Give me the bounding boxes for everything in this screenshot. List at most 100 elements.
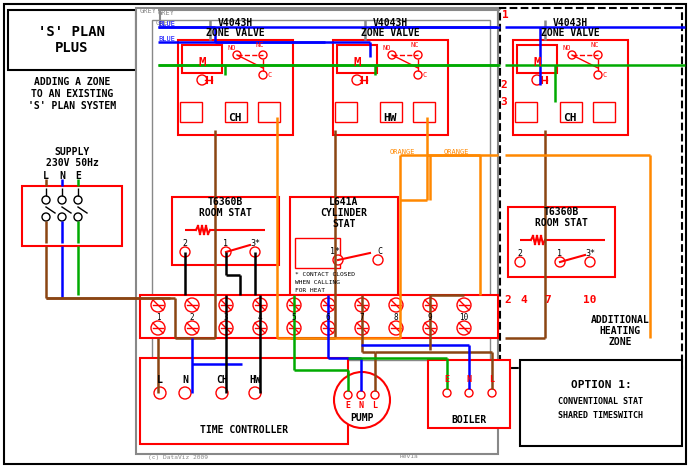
Circle shape <box>371 391 379 399</box>
Text: L: L <box>373 402 377 410</box>
Circle shape <box>259 51 267 59</box>
Text: M: M <box>198 57 206 70</box>
Text: C: C <box>268 72 272 78</box>
Text: PLUS: PLUS <box>55 41 89 55</box>
Circle shape <box>151 321 165 335</box>
Bar <box>290 197 398 295</box>
Bar <box>508 207 615 277</box>
Text: 1: 1 <box>156 313 160 322</box>
Text: 3*: 3* <box>250 239 260 248</box>
Circle shape <box>58 213 66 221</box>
Circle shape <box>216 387 228 399</box>
Text: V4043H: V4043H <box>373 18 408 28</box>
Text: N: N <box>59 171 65 181</box>
Text: BOILER: BOILER <box>451 415 486 425</box>
Circle shape <box>515 257 525 267</box>
Circle shape <box>287 298 301 312</box>
Circle shape <box>58 196 66 204</box>
Text: 2: 2 <box>501 80 507 90</box>
Text: N: N <box>359 402 364 410</box>
Text: WHEN CALLING: WHEN CALLING <box>295 279 340 285</box>
Bar <box>22 186 122 246</box>
Text: PUMP: PUMP <box>351 413 374 423</box>
Circle shape <box>321 321 335 335</box>
Circle shape <box>259 71 267 79</box>
Text: T6360B: T6360B <box>544 207 579 217</box>
Text: 'S' PLAN: 'S' PLAN <box>39 25 106 39</box>
Text: STAT: STAT <box>333 219 356 229</box>
Text: CH: CH <box>563 113 577 123</box>
Bar <box>258 102 280 122</box>
Circle shape <box>333 255 343 265</box>
Bar <box>180 102 202 122</box>
Text: CONVENTIONAL STAT: CONVENTIONAL STAT <box>558 397 644 407</box>
Text: NO: NO <box>228 45 236 51</box>
Text: HW: HW <box>249 375 261 385</box>
Circle shape <box>250 247 260 257</box>
Text: L: L <box>489 375 495 385</box>
Text: 10: 10 <box>583 295 597 305</box>
Bar <box>333 40 448 135</box>
Circle shape <box>219 298 233 312</box>
Circle shape <box>555 257 565 267</box>
Text: V4043H: V4043H <box>553 18 588 28</box>
Text: BLUE: BLUE <box>158 36 175 42</box>
Text: 1: 1 <box>224 239 228 248</box>
Circle shape <box>233 51 241 59</box>
Circle shape <box>352 75 362 85</box>
Text: C: C <box>423 72 427 78</box>
Text: 3: 3 <box>224 313 228 322</box>
Bar <box>337 45 377 73</box>
Circle shape <box>568 51 576 59</box>
Circle shape <box>42 196 50 204</box>
Text: 8: 8 <box>394 313 398 322</box>
Text: CH: CH <box>216 375 228 385</box>
Text: Rev1a: Rev1a <box>400 454 419 460</box>
Text: 3*: 3* <box>585 249 595 257</box>
Text: * CONTACT CLOSED: * CONTACT CLOSED <box>295 271 355 277</box>
Text: N: N <box>182 375 188 385</box>
Circle shape <box>334 372 390 428</box>
Text: 2: 2 <box>518 249 522 257</box>
Text: 5: 5 <box>292 313 296 322</box>
Bar <box>517 45 557 73</box>
Circle shape <box>197 75 207 85</box>
Text: FOR HEAT: FOR HEAT <box>295 287 325 292</box>
Text: NC: NC <box>256 42 264 48</box>
Text: E: E <box>444 375 449 385</box>
Bar <box>140 358 348 444</box>
Text: CH: CH <box>228 113 242 123</box>
Text: SHARED TIMESWITCH: SHARED TIMESWITCH <box>558 410 644 419</box>
Circle shape <box>465 389 473 397</box>
Bar <box>335 102 357 122</box>
Bar <box>295 238 340 268</box>
Circle shape <box>373 255 383 265</box>
Text: ROOM STAT: ROOM STAT <box>535 218 587 228</box>
Text: 9: 9 <box>428 313 433 322</box>
Text: 1*: 1* <box>330 248 340 256</box>
Bar <box>520 360 682 446</box>
Circle shape <box>423 321 437 335</box>
Text: C: C <box>603 72 607 78</box>
Text: ZONE: ZONE <box>609 337 632 347</box>
Circle shape <box>185 298 199 312</box>
Text: CYLINDER: CYLINDER <box>320 208 368 218</box>
Text: TO AN EXISTING: TO AN EXISTING <box>31 89 113 99</box>
Bar <box>152 20 490 360</box>
Text: ZONE VALVE: ZONE VALVE <box>361 28 420 38</box>
Circle shape <box>321 298 335 312</box>
Text: V4043H: V4043H <box>217 18 253 28</box>
Text: ADDITIONAL: ADDITIONAL <box>591 315 649 325</box>
Text: 2: 2 <box>504 295 511 305</box>
Text: C: C <box>377 248 382 256</box>
Circle shape <box>585 257 595 267</box>
Text: 'S' PLAN SYSTEM: 'S' PLAN SYSTEM <box>28 101 116 111</box>
Text: (c) DataViz 2009: (c) DataViz 2009 <box>148 454 208 460</box>
Text: TIME CONTROLLER: TIME CONTROLLER <box>200 425 288 435</box>
Text: 230V 50Hz: 230V 50Hz <box>46 158 99 168</box>
Text: NC: NC <box>411 42 420 48</box>
Text: N: N <box>466 375 471 385</box>
Circle shape <box>594 71 602 79</box>
Circle shape <box>249 387 261 399</box>
Text: HEATING: HEATING <box>600 326 640 336</box>
